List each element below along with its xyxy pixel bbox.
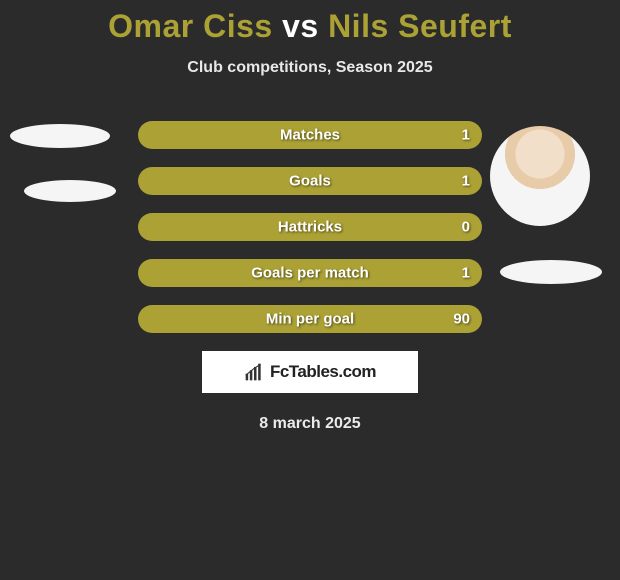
stat-label: Goals (289, 173, 331, 190)
player2-name: Nils Seufert (328, 8, 512, 44)
vs-label: vs (282, 8, 319, 44)
player2-avatar (490, 126, 590, 226)
player2-avatar-ellipse (500, 260, 602, 284)
page-title: Omar Ciss vs Nils Seufert (0, 0, 620, 45)
logo-box: FcTables.com (202, 351, 418, 393)
stat-value-right: 0 (462, 219, 470, 236)
bar-chart-icon (244, 362, 264, 382)
stat-label: Hattricks (278, 219, 342, 236)
player1-avatar-ellipse-2 (24, 180, 116, 202)
stat-row: Goals per match 1 (138, 259, 482, 287)
stat-value-right: 1 (462, 265, 470, 282)
stat-value-right: 1 (462, 127, 470, 144)
stat-label: Min per goal (266, 311, 354, 328)
subtitle: Club competitions, Season 2025 (0, 59, 620, 77)
date-line: 8 march 2025 (0, 415, 620, 433)
player1-avatar-ellipse-1 (10, 124, 110, 148)
stat-value-right: 90 (453, 311, 470, 328)
logo-text: FcTables.com (270, 362, 376, 382)
stat-row: Goals 1 (138, 167, 482, 195)
stat-label: Matches (280, 127, 340, 144)
player1-name: Omar Ciss (108, 8, 273, 44)
stat-row: Matches 1 (138, 121, 482, 149)
stat-row: Hattricks 0 (138, 213, 482, 241)
stat-row: Min per goal 90 (138, 305, 482, 333)
stat-label: Goals per match (251, 265, 369, 282)
stat-value-right: 1 (462, 173, 470, 190)
